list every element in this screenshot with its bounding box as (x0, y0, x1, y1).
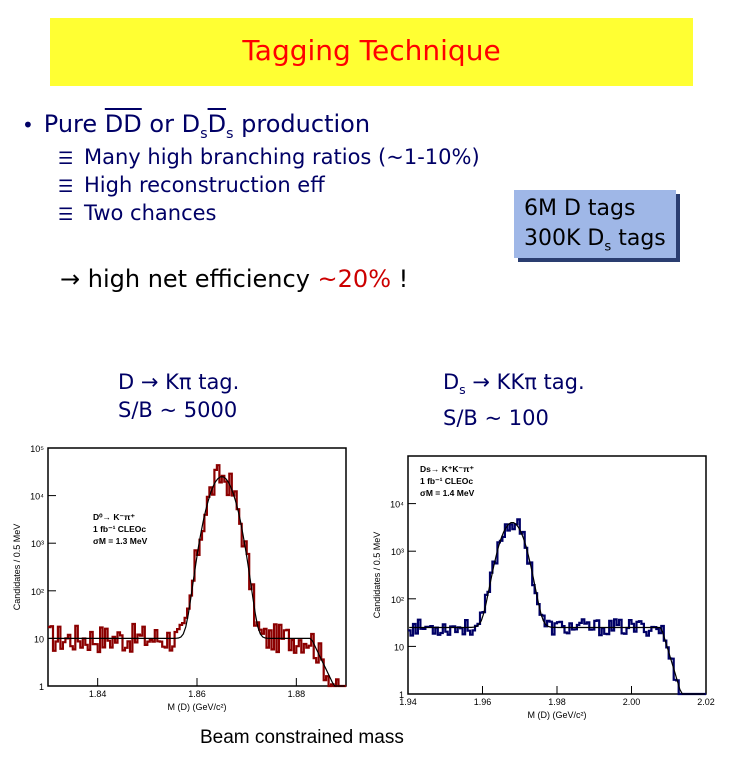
tag-count-post: tags (611, 226, 666, 251)
bullet-ds1: D (181, 110, 201, 138)
net-eff-text: high net efficiency (80, 265, 318, 293)
tag-count-line-2: 300K Ds tags (524, 224, 676, 262)
bullet-production: • Pure DD or DsDs production (22, 110, 370, 142)
legend-entry: 1 fb⁻¹ CLEOc (420, 476, 473, 486)
tag-count-line-1: 6M D tags (524, 196, 636, 221)
label-left-line-2: S/B ~ 5000 (118, 398, 238, 422)
y-tick-label: 10⁴ (30, 492, 44, 502)
tag-count-pre: 300K D (524, 226, 605, 251)
caption: Beam constrained mass (200, 727, 404, 748)
y-tick-label: 1 (39, 682, 44, 692)
list-mark-icon: ☰ (58, 205, 74, 225)
x-tick-label: 1.84 (89, 689, 107, 699)
x-tick-label: 2.00 (623, 697, 641, 707)
bullet-pre: Pure (43, 110, 105, 138)
x-tick-label: 1.96 (474, 697, 492, 707)
sub-item: ☰ Two chances (58, 201, 217, 225)
arrow-icon: → (60, 265, 81, 293)
x-tick-label: 1.98 (548, 697, 566, 707)
fit-curve (49, 476, 345, 687)
list-mark-icon: ☰ (58, 177, 74, 197)
right-histogram: 1 10 10² 10³ 10⁴ 1.94 1.96 1.98 2.00 2.02 M (D) (G… (372, 455, 715, 720)
label-right-post: → KKπ tag. (465, 370, 585, 394)
y-axis-label: Candidates / 0.5 MeV (12, 524, 22, 611)
label-left-line-1: D → Kπ tag. (118, 370, 240, 394)
x-axis-label: M (D) (GeV/c²) (168, 702, 227, 712)
x-tick-label: 1.94 (399, 697, 417, 707)
y-tick-label: 10⁴ (390, 500, 404, 510)
sub-item: ☰ Many high branching ratios (~1-10%) (58, 145, 480, 169)
title-banner: Tagging Technique (50, 18, 693, 86)
bullet-dot: • (22, 113, 34, 137)
sub-item-text: Many high branching ratios (~1-10%) (84, 145, 480, 169)
sub-item-text: High reconstruction eff (84, 173, 325, 197)
slide-title: Tagging Technique (242, 34, 501, 67)
y-tick-label: 10³ (31, 539, 44, 549)
histogram-series (48, 464, 346, 688)
net-eff-end: ! (391, 265, 409, 293)
plot-frame (407, 455, 707, 695)
label-right-line-1: Ds → KKπ tag. (443, 368, 585, 404)
label-right: Ds → KKπ tag. S/B ~ 100 (443, 368, 585, 432)
bullet-ds1-sub: s (200, 125, 208, 142)
y-tick-label: 10³ (391, 547, 404, 557)
bullet-dd: DD (104, 110, 142, 138)
histogram-series (408, 518, 706, 696)
y-tick-label: 10² (391, 595, 404, 605)
x-tick-label: 1.88 (288, 689, 306, 699)
x-tick-label: 1.86 (188, 689, 206, 699)
bullet-or: or (141, 110, 182, 138)
x-axis-label: M (D) (GeV/c²) (528, 710, 587, 720)
tag-count-box: 6M D tags 300K Ds tags (514, 190, 676, 258)
label-right-pre: D (443, 370, 460, 394)
legend-entry: Ds→ K⁺K⁻π⁺ (420, 464, 474, 474)
y-tick-label: 1 (399, 690, 404, 700)
bullet-ds2: D (207, 110, 227, 138)
list-mark-icon: ☰ (58, 149, 74, 169)
y-tick-label: 10⁵ (30, 444, 44, 454)
sub-item-text: Two chances (84, 201, 217, 225)
net-eff-value: ~20% (317, 265, 391, 293)
y-tick-label: 10 (34, 634, 44, 644)
legend-entry: D⁰→ K⁻π⁺ (93, 512, 136, 522)
label-right-line-2: S/B ~ 100 (443, 406, 549, 431)
legend-entry: 1 fb⁻¹ CLEOc (93, 524, 146, 534)
legend-entry: σM = 1.3 MeV (93, 536, 148, 546)
fit-curve (409, 522, 705, 695)
y-axis-label: Candidates / 0.5 MeV (372, 532, 382, 619)
tag-count-sub: s (604, 239, 612, 255)
net-efficiency-line: → high net efficiency ~20% ! (60, 265, 408, 293)
x-tick-label: 2.02 (697, 697, 715, 707)
left-histogram: 1 10 10² 10³ 10⁴ 10⁵ 1.84 1.86 1.88 M (D) (GeV/c²… (12, 444, 347, 712)
bullet-post: production (233, 110, 371, 138)
y-tick-label: 10 (394, 642, 404, 652)
label-right-sub: s (459, 382, 466, 398)
sub-item: ☰ High reconstruction eff (58, 173, 325, 197)
y-tick-label: 10² (31, 587, 44, 597)
label-left: D → Kπ tag. S/B ~ 5000 (118, 368, 239, 424)
legend-entry: σM = 1.4 MeV (420, 488, 475, 498)
bullet-ds2-sub: s (226, 125, 234, 142)
